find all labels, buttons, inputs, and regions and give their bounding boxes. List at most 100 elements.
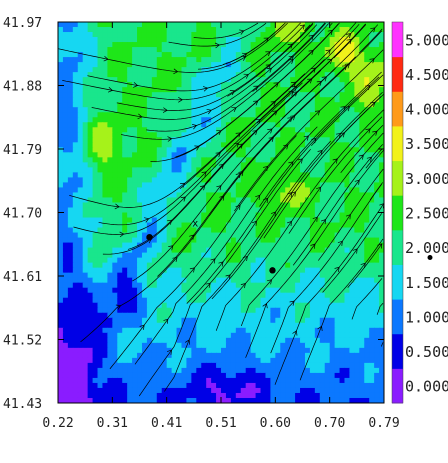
contour-cell (176, 252, 183, 259)
contour-cell (176, 182, 183, 189)
contour-cell (379, 122, 384, 128)
contour-cell (117, 362, 123, 369)
contour-cell (62, 77, 69, 83)
contour-cell (201, 337, 207, 344)
contour-cell (280, 337, 286, 344)
contour-cell (270, 232, 276, 239)
contour-cell (255, 287, 262, 294)
contour-cell (102, 297, 108, 304)
contour-cell (176, 267, 183, 274)
contour-cell (300, 72, 306, 78)
contour-cell (329, 227, 336, 234)
contour-cell (176, 27, 183, 33)
contour-cell (156, 52, 163, 58)
contour-cell (324, 287, 331, 294)
contour-cell (221, 92, 227, 98)
contour-cell (235, 252, 242, 259)
contour-cell (87, 117, 94, 123)
contour-cell (67, 32, 74, 38)
contour-cell (314, 192, 321, 199)
contour-cell (58, 107, 64, 113)
contour-cell (319, 152, 326, 158)
contour-cell (181, 137, 188, 143)
contour-cell (72, 32, 79, 38)
contour-cell (314, 232, 321, 239)
contour-cell (206, 247, 212, 254)
contour-cell (216, 292, 222, 299)
contour-cell (319, 137, 326, 143)
contour-cell (58, 42, 64, 48)
contour-cell (97, 367, 104, 374)
contour-cell (334, 97, 341, 103)
contour-cell (295, 42, 301, 48)
contour-cell (102, 42, 108, 48)
contour-cell (117, 337, 123, 344)
contour-cell (374, 347, 380, 354)
contour-cell (102, 152, 108, 158)
contour-cell (255, 52, 262, 58)
contour-cell (77, 187, 84, 194)
contour-cell (151, 362, 158, 369)
contour-cell (206, 282, 212, 289)
contour-cell (334, 232, 341, 239)
contour-cell (156, 202, 163, 209)
contour-cell (127, 332, 133, 339)
contour-cell (127, 362, 133, 369)
contour-cell (132, 232, 138, 239)
contour-cell (72, 67, 79, 73)
contour-cell (364, 102, 370, 108)
contour-cell (255, 32, 262, 38)
contour-cell (166, 287, 173, 294)
contour-cell (364, 142, 370, 148)
contour-cell (339, 232, 346, 239)
contour-cell (112, 147, 118, 153)
contour-cell (221, 152, 227, 158)
contour-cell (97, 342, 104, 349)
contour-cell (369, 122, 375, 128)
contour-cell (181, 332, 188, 339)
contour-cell (329, 147, 336, 153)
contour-cell (181, 302, 188, 309)
contour-cell (349, 227, 355, 234)
contour-cell (290, 382, 296, 389)
contour-cell (245, 372, 252, 379)
contour-cell (339, 262, 346, 269)
contour-cell (201, 307, 207, 314)
contour-cell (334, 242, 341, 249)
contour-cell (77, 162, 84, 168)
contour-cell (369, 192, 375, 199)
contour-cell (334, 222, 341, 229)
contour-cell (295, 277, 301, 284)
contour-cell (156, 77, 163, 83)
contour-cell (117, 67, 123, 73)
contour-cell (379, 217, 384, 224)
contour-cell (97, 387, 104, 394)
contour-cell (92, 227, 99, 234)
contour-cell (339, 82, 346, 88)
contour-cell (295, 102, 301, 108)
contour-cell (290, 97, 296, 103)
contour-cell (379, 357, 384, 364)
contour-cell (166, 147, 173, 153)
contour-cell (280, 242, 286, 249)
contour-cell (201, 112, 207, 118)
contour-cell (201, 322, 207, 329)
contour-cell (349, 257, 355, 264)
contour-cell (349, 22, 355, 28)
contour-cell (186, 127, 192, 133)
contour-cell (196, 377, 202, 384)
contour-cell (127, 352, 133, 359)
contour-cell (354, 37, 360, 43)
contour-cell (324, 177, 331, 184)
contour-cell (255, 342, 262, 349)
contour-cell (374, 127, 380, 133)
contour-cell (364, 127, 370, 133)
contour-cell (344, 187, 351, 194)
contour-cell (137, 322, 143, 329)
contour-cell (319, 82, 326, 88)
contour-cell (196, 207, 202, 214)
contour-cell (58, 67, 64, 73)
contour-cell (132, 57, 138, 63)
contour-cell (329, 132, 336, 138)
contour-cell (107, 157, 113, 163)
